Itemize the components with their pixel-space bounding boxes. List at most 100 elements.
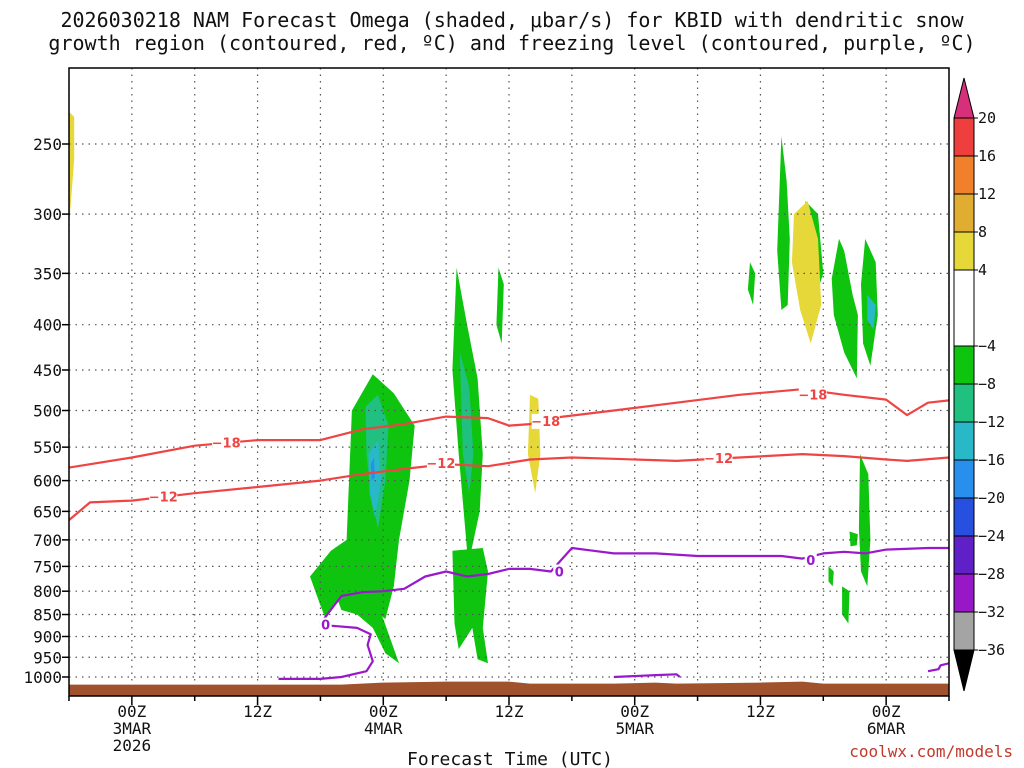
colorbar-labels: 20 16 12 8 4 −4 −8 −12 −16 −20 −24 −28 −32 −36 <box>974 109 1005 659</box>
colorbar-bin-7 <box>953 383 975 423</box>
plot-area: −18 −18 −18 −12 −12 −12 0 0 0 <box>68 67 950 697</box>
shaded-region-teal-late <box>867 294 876 330</box>
site-credit: coolwx.com/models <box>849 742 1013 761</box>
y-tick-label-700: 700 <box>33 531 62 550</box>
x-tick-label-48-0: 00Z <box>620 702 649 721</box>
colorbar-label-9: −20 <box>978 489 1005 507</box>
colorbar-label-2: 12 <box>978 185 996 203</box>
y-tick-label-850: 850 <box>33 606 62 625</box>
colorbar-bin-8 <box>953 421 975 461</box>
colorbar-bottom-triangle <box>953 649 975 692</box>
contour-label-bg <box>798 387 827 403</box>
x-tick-label-72-1: 6MAR <box>867 719 906 738</box>
shaded-region-green-late-7 <box>828 566 834 587</box>
x-tick-label-60-0: 12Z <box>746 702 775 721</box>
shaded-region-teal-tall <box>459 352 474 494</box>
shaded-region-green-tiny-1 <box>747 262 756 305</box>
contour-label-bg <box>319 617 332 633</box>
y-tick-label-650: 650 <box>33 502 62 521</box>
colorbar-bin-12 <box>953 573 975 613</box>
chart-title-line-1: 2026030218 NAM Forecast Omega (shaded, μ… <box>60 8 964 32</box>
colorbar-label-6: −8 <box>978 375 996 393</box>
x-tick-label-0-0: 00Z <box>117 702 146 721</box>
y-tick-label-450: 450 <box>33 361 62 380</box>
colorbar-label-12: −32 <box>978 603 1005 621</box>
x-tick-label-72-0: 00Z <box>872 702 901 721</box>
colorbar-bin-10 <box>953 497 975 537</box>
x-tick-label-0-1: 3MAR <box>113 719 152 738</box>
terrain-surface <box>69 681 949 696</box>
y-tick-label-550: 550 <box>33 438 62 457</box>
colorbar-bin-1 <box>953 117 975 157</box>
colorbar-bin-9 <box>953 459 975 499</box>
colorbar-bin-3 <box>953 193 975 233</box>
x-tick-label-12-0: 12Z <box>243 702 272 721</box>
contour-label-bg <box>804 553 817 569</box>
x-tick-label-36-0: 12Z <box>495 702 524 721</box>
colorbar <box>953 77 975 692</box>
contour-label-2: −18 <box>798 389 827 404</box>
colorbar-bin-13 <box>953 611 975 651</box>
shaded-region-green-late-6 <box>849 531 858 547</box>
shaded-region-blue-big <box>370 457 375 481</box>
contour-label-5: −12 <box>704 452 733 467</box>
colorbar-bin-6 <box>953 345 975 385</box>
chart-title-line-2: growth region (contoured, red, ºC) and f… <box>48 31 975 55</box>
contour-layer <box>69 388 949 681</box>
y-tick-label-750: 750 <box>33 557 62 576</box>
contour-purple-zero <box>319 546 949 625</box>
colorbar-label-3: 8 <box>978 223 987 241</box>
shaded-region-cyan-big <box>368 440 382 518</box>
x-tick-label-24-1: 4MAR <box>364 719 403 738</box>
x-tick-label-0-2: 2026 <box>113 736 152 755</box>
shaded-region-green-big-core <box>310 374 415 619</box>
colorbar-label-5: −4 <box>978 337 996 355</box>
colorbar-label-4: 4 <box>978 261 987 279</box>
contour-label-bg <box>553 564 566 580</box>
colorbar-bin-2 <box>953 155 975 195</box>
contour-purple-zero-hook <box>278 622 374 681</box>
shaded-region-yellow-late <box>791 201 822 344</box>
colorbar-label-13: −36 <box>978 641 1005 659</box>
y-tick-label-250: 250 <box>33 135 62 154</box>
colorbar-label-10: −24 <box>978 527 1005 545</box>
x-axis-title: Forecast Time (UTC) <box>407 749 613 768</box>
colorbar-bin-4 <box>953 231 975 271</box>
y-tick-label-300: 300 <box>33 205 62 224</box>
contour-red-minus-18 <box>69 388 949 469</box>
contour-label-8: 0 <box>806 554 815 569</box>
terrain-layer <box>69 681 949 696</box>
y-tick-label-350: 350 <box>33 264 62 283</box>
gridlines <box>69 68 949 696</box>
colorbar-top-triangle <box>953 77 975 119</box>
x-tick-label-24-0: 00Z <box>369 702 398 721</box>
colorbar-label-7: −12 <box>978 413 1005 431</box>
contour-label-0: −18 <box>212 437 241 452</box>
contour-label-bg <box>149 489 178 505</box>
contour-label-4: −12 <box>426 457 455 472</box>
colorbar-label-0: 20 <box>978 109 996 127</box>
contour-label-7: 0 <box>555 565 564 580</box>
colorbar-bin-5 <box>953 269 975 347</box>
contour-label-6: 0 <box>321 619 330 634</box>
y-tick-label-400: 400 <box>33 316 62 335</box>
omega-shading-layer <box>69 111 878 664</box>
y-tick-label-800: 800 <box>33 582 62 601</box>
contour-label-3: −12 <box>149 491 178 506</box>
contour-purple-zero-right <box>927 662 949 673</box>
shaded-region-green-late-1 <box>777 136 790 310</box>
contour-red-minus-12 <box>69 453 949 521</box>
contour-label-bg <box>531 413 560 429</box>
y-tick-label-500: 500 <box>33 402 62 421</box>
shaded-region-green-late-3 <box>831 238 858 379</box>
contour-label-layer: −18 −18 −18 −12 −12 −12 0 0 0 <box>149 387 827 634</box>
y-axis: 250 300 350 400 450 500 550 600 650 700 750 800 850 9… <box>23 135 69 687</box>
contour-label-bg <box>426 456 455 472</box>
shaded-region-green-tall-lower <box>452 548 488 664</box>
y-tick-label-950: 950 <box>33 648 62 667</box>
colorbar-label-1: 16 <box>978 147 996 165</box>
colorbar-label-8: −16 <box>978 451 1005 469</box>
contour-label-bg <box>704 450 733 466</box>
